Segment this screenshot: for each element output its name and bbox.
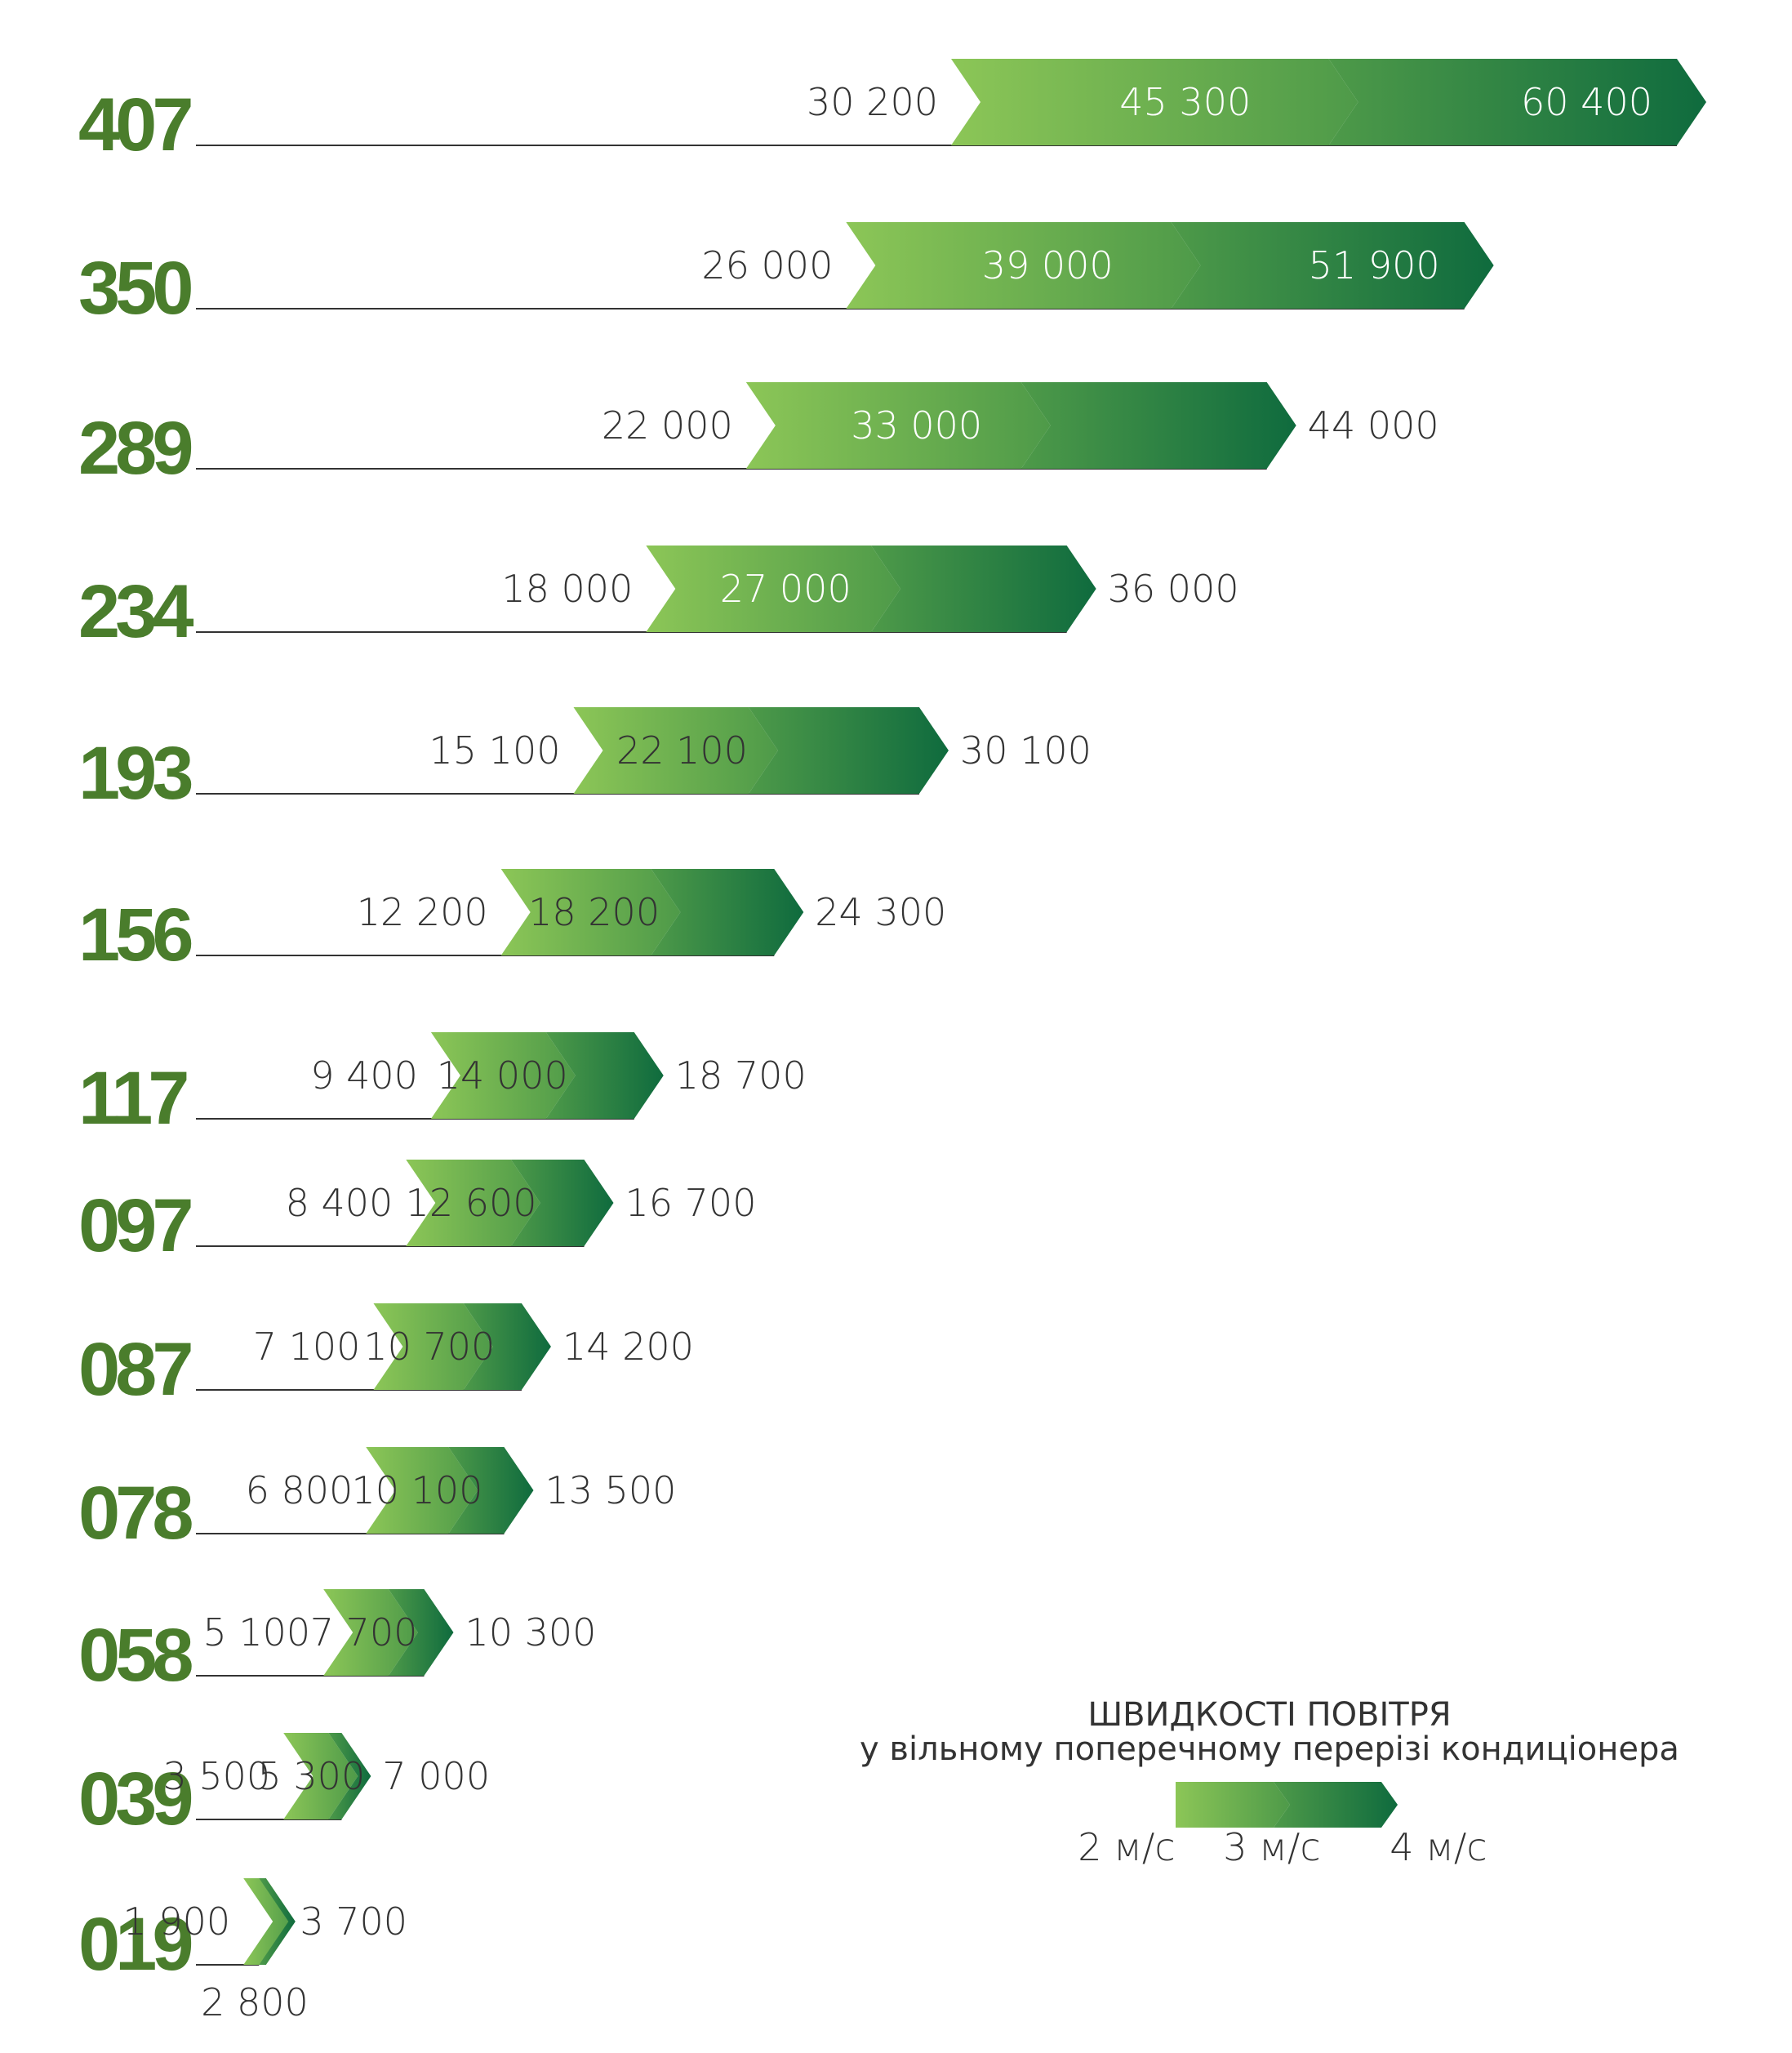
data-label-2ms: 26 000 bbox=[701, 243, 833, 287]
bar-segment-2ms bbox=[366, 1447, 478, 1534]
data-label-3ms: 18 200 bbox=[528, 890, 660, 934]
data-label-4ms: 36 000 bbox=[1108, 567, 1239, 611]
chart-rows: 407 30 200 45 300 60 400 350 26 000 39 000 51 9… bbox=[78, 59, 1706, 2024]
category-label: 234 bbox=[78, 570, 193, 653]
data-label-2ms: 1 900 bbox=[122, 1899, 230, 1944]
category-label: 019 bbox=[78, 1903, 191, 1986]
data-label-3ms: 45 300 bbox=[1119, 80, 1251, 124]
data-label-4ms: 10 300 bbox=[465, 1610, 596, 1654]
legend: ШВИДКОСТІ ПОВІТРЯ у вільному поперечному… bbox=[860, 1696, 1679, 1869]
data-label-4ms: 44 000 bbox=[1308, 403, 1439, 448]
bar-segment-2ms bbox=[430, 1032, 576, 1119]
data-label-3ms: 27 000 bbox=[720, 567, 852, 611]
data-label-2ms: 6 800 bbox=[246, 1468, 354, 1512]
data-label-4ms: 3 700 bbox=[300, 1899, 407, 1944]
data-label-2ms: 7 100 bbox=[253, 1325, 361, 1369]
bar-segment-2ms bbox=[243, 1878, 296, 1965]
data-label-2ms: 12 200 bbox=[357, 890, 488, 934]
bar-segment-2ms bbox=[646, 546, 900, 632]
bar-segment-3ms bbox=[545, 1032, 664, 1119]
data-label-4ms: 7 000 bbox=[382, 1754, 490, 1798]
data-label-2ms: 15 100 bbox=[429, 728, 561, 773]
legend-segment-2ms bbox=[1176, 1782, 1290, 1828]
bar-segment-3ms bbox=[748, 707, 949, 794]
category-label: 350 bbox=[78, 247, 191, 330]
data-label-3ms: 7 700 bbox=[310, 1610, 418, 1654]
category-label: 087 bbox=[78, 1328, 191, 1411]
legend-subtitle: у вільному поперечному перерізі кондиціо… bbox=[860, 1730, 1679, 1768]
data-label-4ms: 13 500 bbox=[545, 1468, 676, 1512]
bar-segment-3ms bbox=[1021, 382, 1296, 469]
category-label: 407 bbox=[78, 83, 191, 167]
bar-segment-3ms bbox=[259, 1878, 296, 1965]
data-label-4ms: 60 400 bbox=[1521, 80, 1652, 124]
category-label: 117 bbox=[78, 1057, 187, 1140]
bar-segment-2ms bbox=[846, 222, 1201, 309]
data-label-4ms: 18 700 bbox=[675, 1053, 807, 1098]
data-label-4ms: 24 300 bbox=[815, 890, 946, 934]
category-label: 289 bbox=[78, 407, 191, 490]
bar-segment-3ms bbox=[463, 1303, 551, 1390]
data-label-3ms: 33 000 bbox=[851, 403, 982, 448]
bar-segment-3ms bbox=[651, 869, 804, 955]
bar-segment-3ms bbox=[328, 1733, 371, 1819]
legend-label-4ms: 4 м/с bbox=[1390, 1825, 1487, 1869]
data-label-3ms: 39 000 bbox=[982, 243, 1114, 287]
bar-segment-2ms bbox=[500, 869, 681, 955]
category-label: 156 bbox=[78, 893, 191, 977]
data-label-4ms: 16 700 bbox=[625, 1181, 757, 1225]
legend-title: ШВИДКОСТІ ПОВІТРЯ bbox=[1087, 1696, 1451, 1734]
bar-segment-2ms bbox=[323, 1589, 418, 1676]
data-label-4ms: 30 100 bbox=[960, 728, 1092, 773]
bar-segment-3ms bbox=[388, 1589, 454, 1676]
category-label: 058 bbox=[78, 1614, 192, 1697]
bar-segment-2ms bbox=[373, 1303, 493, 1390]
data-label-2ms: 30 200 bbox=[807, 80, 938, 124]
bar-segment-2ms bbox=[951, 59, 1358, 145]
data-label-2ms: 9 400 bbox=[310, 1053, 418, 1098]
data-label-3ms: 10 700 bbox=[363, 1325, 495, 1369]
data-label-3ms: 22 100 bbox=[616, 728, 748, 773]
category-label: 097 bbox=[78, 1184, 191, 1267]
category-label: 039 bbox=[78, 1757, 191, 1841]
category-label: 193 bbox=[78, 732, 191, 815]
category-label: 078 bbox=[78, 1472, 192, 1555]
bar-segment-2ms bbox=[745, 382, 1051, 469]
data-label-2ms: 8 400 bbox=[286, 1181, 394, 1225]
data-label-4ms: 51 900 bbox=[1309, 243, 1440, 287]
data-label-2ms: 18 000 bbox=[501, 567, 633, 611]
data-label-2ms: 22 000 bbox=[602, 403, 733, 448]
bar-segment-2ms bbox=[283, 1733, 358, 1819]
data-label-2ms: 5 100 bbox=[203, 1610, 311, 1654]
legend-label-2ms: 2 м/с bbox=[1078, 1825, 1175, 1869]
data-label-3ms: 12 600 bbox=[406, 1181, 537, 1225]
data-label-3ms: 10 100 bbox=[351, 1468, 482, 1512]
legend-label-3ms: 3 м/с bbox=[1223, 1825, 1320, 1869]
bar-segment-3ms bbox=[1171, 222, 1494, 309]
data-label-3ms: 14 000 bbox=[437, 1053, 568, 1098]
legend-segment-3ms bbox=[1274, 1782, 1398, 1828]
data-label-3ms: 5 300 bbox=[258, 1754, 366, 1798]
bar-segment-3ms bbox=[448, 1447, 534, 1534]
data-label-3ms: 2 800 bbox=[201, 1980, 309, 2024]
bar-segment-3ms bbox=[1328, 59, 1706, 145]
bar-segment-2ms bbox=[573, 707, 778, 794]
data-label-4ms: 14 200 bbox=[563, 1325, 694, 1369]
bar-segment-3ms bbox=[510, 1160, 614, 1246]
data-label-2ms: 3 500 bbox=[162, 1754, 270, 1798]
bar-segment-2ms bbox=[406, 1160, 540, 1246]
bar-segment-3ms bbox=[870, 546, 1096, 632]
